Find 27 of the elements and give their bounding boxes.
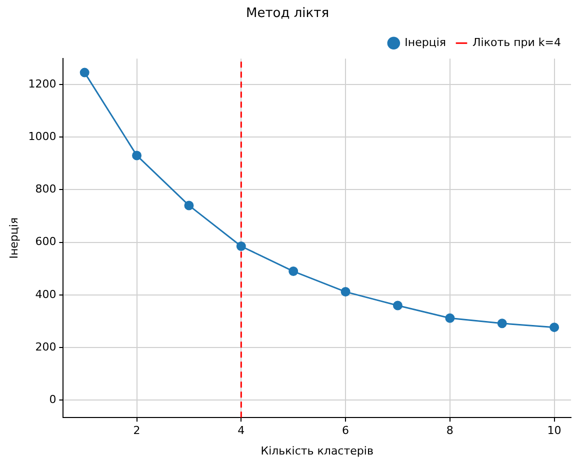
y-tick-label: 600 — [35, 235, 56, 248]
y-tick-label: 200 — [35, 340, 56, 354]
y-tick-label: 0 — [49, 393, 56, 406]
point — [340, 287, 350, 297]
point — [392, 300, 402, 310]
x-axis-title: Кількість кластерів — [260, 444, 374, 458]
point — [132, 150, 142, 160]
point — [445, 313, 455, 323]
x-tick-label: 4 — [238, 424, 245, 438]
chart-title: Метод ліктя — [246, 6, 330, 22]
point — [550, 322, 560, 332]
point — [236, 242, 246, 252]
y-tick-label: 800 — [35, 182, 56, 196]
x-tick-label: 10 — [547, 424, 562, 438]
x-tick-label: 8 — [446, 424, 454, 438]
y-tick-label: 400 — [35, 288, 56, 301]
y-axis-title: Інерція — [7, 217, 20, 259]
point — [184, 200, 194, 210]
point — [288, 266, 298, 276]
y-tick-label: 1000 — [28, 130, 56, 143]
legend-label: Інерція — [404, 36, 446, 49]
point — [80, 68, 90, 78]
x-tick-label: 6 — [342, 424, 350, 438]
legend-label: Лікоть при k=4 — [472, 36, 562, 49]
y-tick-label: 1200 — [28, 77, 56, 90]
point — [497, 318, 507, 328]
x-tick-label: 2 — [133, 424, 140, 438]
